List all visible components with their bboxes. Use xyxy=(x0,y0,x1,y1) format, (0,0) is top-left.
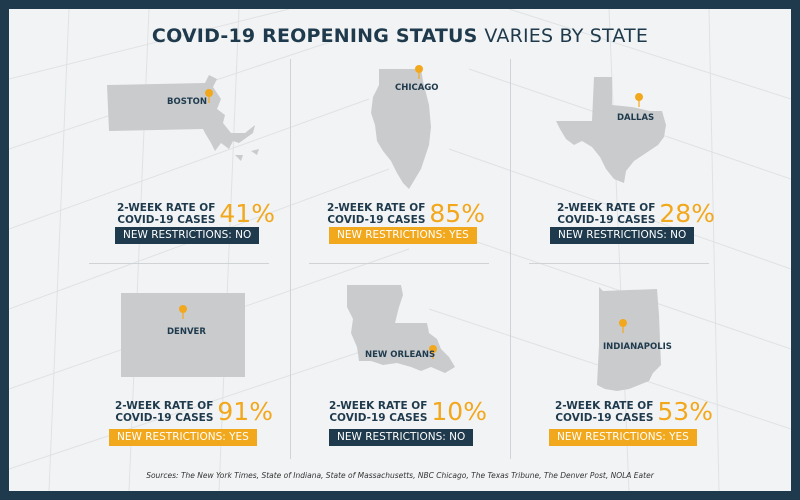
city-label-new-orleans: NEW ORLEANS xyxy=(365,350,436,360)
rate-label: 2-WEEK RATE OF COVID-19 CASES xyxy=(555,400,654,424)
rate-label: 2-WEEK RATE OF COVID-19 CASES xyxy=(557,202,656,226)
restriction-badge-denver: NEW RESTRICTIONS: YES xyxy=(109,429,257,446)
rate-label: 2-WEEK RATE OF COVID-19 CASES xyxy=(117,202,216,226)
city-label-indianapolis: INDIANAPOLIS xyxy=(603,342,672,352)
rate-value-new-orleans: 10% xyxy=(431,397,487,426)
rate-boston: 2-WEEK RATE OF COVID-19 CASES 41% xyxy=(117,201,275,227)
row-divider-2 xyxy=(309,263,489,264)
rate-indianapolis: 2-WEEK RATE OF COVID-19 CASES 53% xyxy=(555,399,713,425)
restriction-badge-indianapolis: NEW RESTRICTIONS: YES xyxy=(549,429,697,446)
page-title: COVID-19 REOPENING STATUS VARIES BY STAT… xyxy=(9,25,791,47)
city-label-denver: DENVER xyxy=(167,327,206,337)
massachusetts-map xyxy=(105,71,265,171)
rate-denver: 2-WEEK RATE OF COVID-19 CASES 91% xyxy=(115,399,273,425)
row-divider-3 xyxy=(529,263,709,264)
sources-footnote: Sources: The New York Times, State of In… xyxy=(146,471,654,480)
rate-value-boston: 41% xyxy=(219,199,275,228)
new-orleans-pin-icon xyxy=(429,345,437,359)
rate-value-dallas: 28% xyxy=(659,199,715,228)
restriction-badge-boston: NEW RESTRICTIONS: NO xyxy=(115,227,260,244)
rate-new-orleans: 2-WEEK RATE OF COVID-19 CASES 10% xyxy=(329,399,487,425)
column-divider-2 xyxy=(510,59,511,459)
rate-value-denver: 91% xyxy=(217,397,273,426)
city-label-chicago: CHICAGO xyxy=(395,83,439,93)
restriction-badge-chicago: NEW RESTRICTIONS: YES xyxy=(329,227,477,244)
indianapolis-pin-icon xyxy=(619,319,627,333)
restriction-badge-dallas: NEW RESTRICTIONS: NO xyxy=(550,227,695,244)
rate-label: 2-WEEK RATE OF COVID-19 CASES xyxy=(329,400,428,424)
rate-label: 2-WEEK RATE OF COVID-19 CASES xyxy=(115,400,214,424)
indiana-map xyxy=(595,285,663,393)
dallas-pin-icon xyxy=(635,93,643,107)
rate-dallas: 2-WEEK RATE OF COVID-19 CASES 28% xyxy=(557,201,715,227)
title-bold: COVID-19 REOPENING STATUS xyxy=(151,25,478,47)
boston-pin-icon xyxy=(205,89,213,103)
column-divider-1 xyxy=(290,59,291,459)
louisiana-map xyxy=(345,283,457,379)
infographic-frame: COVID-19 REOPENING STATUS VARIES BY STAT… xyxy=(9,9,791,491)
restriction-badge-new-orleans: NEW RESTRICTIONS: NO xyxy=(329,429,474,446)
row-divider-1 xyxy=(89,263,269,264)
texas-map xyxy=(554,75,674,185)
chicago-pin-icon xyxy=(415,65,423,79)
rate-value-indianapolis: 53% xyxy=(657,397,713,426)
denver-pin-icon xyxy=(179,305,187,319)
title-light: VARIES BY STATE xyxy=(484,25,649,47)
illinois-map xyxy=(369,65,441,195)
rate-label: 2-WEEK RATE OF COVID-19 CASES xyxy=(327,202,426,226)
rate-chicago: 2-WEEK RATE OF COVID-19 CASES 85% xyxy=(327,201,485,227)
city-label-boston: BOSTON xyxy=(167,97,207,107)
rate-value-chicago: 85% xyxy=(429,199,485,228)
city-label-dallas: DALLAS xyxy=(617,113,655,123)
